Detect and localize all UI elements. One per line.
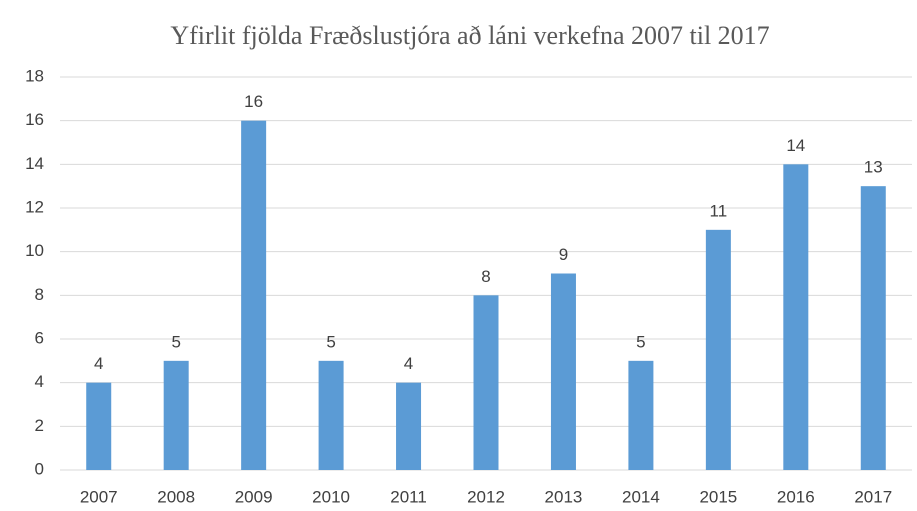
x-tick-label: 2010	[312, 487, 350, 506]
x-tick-label: 2012	[467, 487, 505, 506]
x-tick-label: 2015	[699, 487, 737, 506]
y-tick-label: 14	[25, 154, 44, 173]
x-tick-label: 2009	[235, 487, 273, 506]
data-label: 5	[326, 332, 335, 351]
bar	[705, 229, 731, 470]
bar	[860, 186, 886, 470]
x-tick-label: 2008	[157, 487, 195, 506]
data-label: 13	[864, 158, 883, 177]
data-label: 14	[786, 136, 805, 155]
x-tick-label: 2014	[622, 487, 660, 506]
data-label: 5	[171, 332, 180, 351]
bar	[550, 273, 576, 470]
bar	[628, 360, 654, 470]
bar	[396, 382, 422, 470]
x-tick-label: 2016	[777, 487, 815, 506]
chart-title: Yfirlit fjölda Fræðslustjóra að láni ver…	[170, 21, 769, 50]
bar	[241, 120, 267, 471]
x-tick-label: 2011	[390, 487, 427, 506]
y-tick-label: 8	[35, 285, 44, 304]
data-label: 11	[710, 201, 728, 220]
y-tick-label: 6	[35, 328, 44, 347]
y-tick-label: 2	[35, 416, 44, 435]
x-tick-label: 2017	[854, 487, 892, 506]
bar	[163, 360, 189, 470]
bar	[318, 360, 344, 470]
data-label: 5	[636, 332, 645, 351]
bar	[86, 382, 112, 470]
data-label: 9	[559, 245, 568, 264]
data-label: 8	[481, 267, 490, 286]
x-tick-label: 2013	[545, 487, 583, 506]
data-label: 16	[244, 92, 263, 111]
y-tick-label: 0	[35, 459, 44, 478]
y-tick-label: 4	[35, 372, 44, 391]
bar	[473, 295, 499, 470]
y-tick-label: 10	[25, 241, 44, 260]
data-label: 4	[94, 354, 103, 373]
data-label: 4	[404, 354, 413, 373]
y-tick-label: 16	[25, 110, 44, 129]
y-tick-label: 12	[25, 197, 44, 216]
y-tick-label: 18	[25, 66, 44, 85]
bar	[783, 164, 809, 471]
x-tick-label: 2007	[80, 487, 118, 506]
